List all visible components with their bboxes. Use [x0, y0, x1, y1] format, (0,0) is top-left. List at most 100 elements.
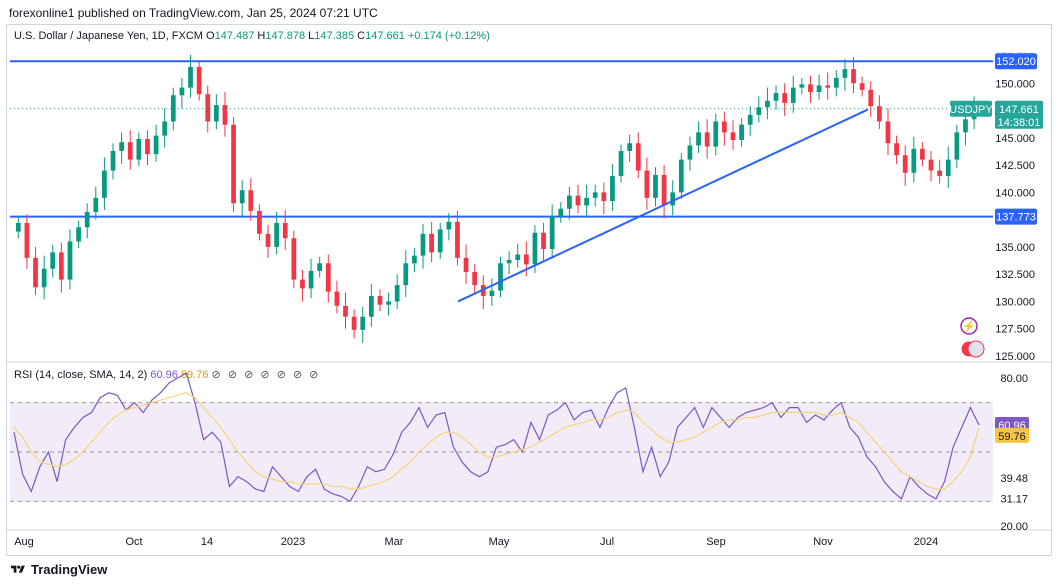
candle-body [463, 257, 469, 272]
rsi-axis-tick: 80.00 [1000, 373, 1028, 385]
rsi-legend[interactable]: RSI (14, close, SMA, 14, 2) 60.96 59.76 … [14, 368, 320, 381]
last-price-value: 147.661 [999, 104, 1039, 116]
time-axis-tick: Sep [706, 536, 726, 548]
candle-body [291, 238, 297, 280]
candle-body [300, 279, 305, 289]
candle-body [567, 195, 572, 209]
candle-body [627, 143, 633, 151]
low-label: L [308, 30, 315, 42]
hidden-plots-icons[interactable]: ⊘ ⊘ ⊘ ⊘ ⊘ ⊘ ⊘ [211, 369, 321, 381]
candle-body [833, 77, 839, 88]
candle-body [308, 270, 314, 289]
candle-body [876, 106, 882, 122]
candle-body [360, 316, 366, 330]
candle-body [274, 222, 279, 247]
candle-body [446, 221, 452, 230]
candle-body [894, 143, 899, 156]
candle-body [437, 229, 443, 253]
open-label: O [206, 30, 215, 42]
price-axis-tick: 132.500 [995, 269, 1035, 281]
level-price-label-bg [995, 53, 1037, 70]
symbol-name[interactable]: U.S. Dollar / Japanese Yen, 1D, FXCM [14, 30, 203, 42]
candle-body [782, 93, 788, 103]
candle-body [851, 69, 856, 84]
candle-body [687, 145, 693, 160]
rsi-name[interactable]: RSI (14, close, SMA, 14, 2) [14, 369, 148, 381]
candle-body [765, 100, 770, 108]
price-change: +0.174 (+0.12%) [407, 30, 490, 42]
candle-body [618, 150, 624, 176]
candle-body [102, 170, 107, 198]
price-axis-tick: 125.000 [995, 351, 1035, 363]
symbol-legend[interactable]: U.S. Dollar / Japanese Yen, 1D, FXCM O14… [14, 30, 490, 42]
candle-body [825, 85, 831, 88]
candle-body [50, 252, 56, 269]
candle-body [730, 132, 736, 140]
candle-body [799, 84, 805, 88]
candle-body [231, 124, 236, 204]
candle-body [489, 290, 495, 296]
candle-body [282, 222, 288, 239]
candle-body [498, 263, 503, 291]
open-value: 147.487 [214, 30, 255, 42]
high-label: H [257, 30, 266, 42]
time-axis-tick: Mar [385, 536, 404, 548]
rsi-current-value: 60.96 [150, 369, 178, 381]
candle-body [911, 148, 917, 173]
tradingview-logo-icon [10, 565, 25, 573]
candle-body [506, 260, 512, 264]
time-axis-tick: Nov [813, 536, 833, 548]
candle-body [868, 89, 874, 107]
level-price-label: 137.773 [996, 212, 1036, 224]
tradingview-footer[interactable]: TradingView [10, 562, 107, 577]
high-value: 147.878 [265, 30, 306, 42]
candle-body [145, 138, 150, 155]
time-axis-tick: Aug [14, 536, 34, 548]
time-axis-tick: 14 [201, 536, 213, 548]
time-axis-tick: 2024 [914, 536, 938, 548]
candle-body [937, 170, 943, 176]
lightning-event-icon [960, 317, 978, 335]
candle-body [33, 257, 38, 288]
price-axis-tick: 127.500 [995, 324, 1035, 336]
candle-body [920, 148, 925, 160]
candle-body [334, 291, 340, 306]
candle-body [127, 142, 133, 160]
candle-body [575, 195, 581, 206]
candle-body [790, 87, 796, 103]
candle-body [635, 143, 641, 171]
candle-body [592, 192, 598, 198]
candle-body [816, 85, 822, 92]
candle-body [179, 87, 185, 96]
candle-body [713, 121, 719, 147]
candle-body [67, 241, 73, 280]
candle-body [386, 301, 391, 305]
candle-body [317, 263, 323, 271]
candle-body [696, 132, 701, 146]
candle-body [670, 192, 676, 206]
rsi-sma-label-bg [995, 427, 1029, 443]
candle-body [196, 66, 202, 95]
candle-body [739, 124, 744, 140]
candle-body [377, 296, 383, 305]
candle-body [842, 69, 848, 78]
chart-frame [6, 24, 1052, 556]
candle-body [265, 233, 271, 247]
time-axis-tick: May [489, 536, 510, 548]
close-label: C [357, 30, 366, 42]
time-axis-tick: 2023 [281, 536, 305, 548]
price-axis-tick: 145.000 [995, 133, 1035, 145]
candle-body [15, 222, 21, 232]
candle-body [558, 208, 564, 217]
candle-body [429, 233, 434, 253]
candle-body [84, 212, 90, 228]
rsi-sma-line [13, 392, 980, 490]
candle-body [136, 138, 142, 160]
level-price-label: 152.020 [996, 56, 1036, 68]
candle-body [213, 105, 219, 122]
brand-name: TradingView [31, 562, 108, 577]
candle-body [248, 190, 254, 211]
candle-body [678, 159, 684, 193]
publisher-caption: forexonline1 published on TradingView.co… [9, 6, 378, 20]
